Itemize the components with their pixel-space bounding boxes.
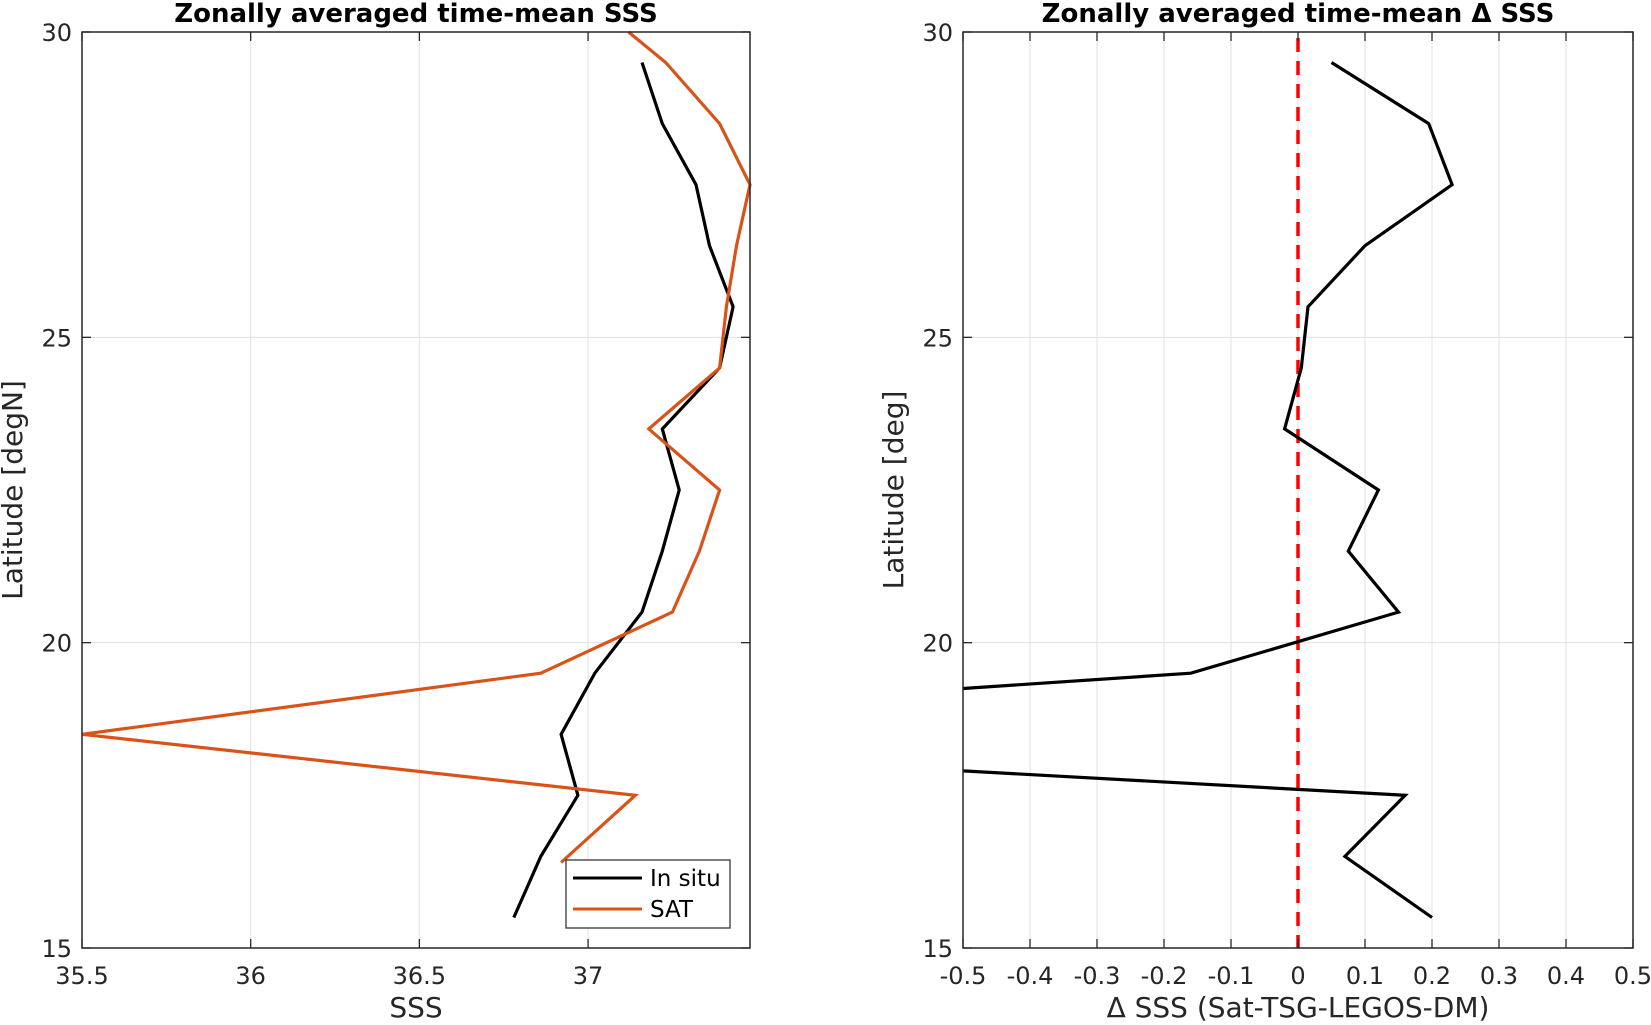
sss-ytick-label: 15 — [41, 935, 72, 963]
sss-plot-area — [82, 32, 750, 948]
sss-xtick-label: 36.5 — [393, 962, 446, 990]
sss-series-in-situ — [512, 61, 735, 919]
sss-title: Zonally averaged time-mean SSS — [174, 0, 658, 29]
delta-sss-ytick-label: 30 — [922, 19, 953, 47]
sss-ylabel: Latitude [degN] — [0, 380, 29, 600]
sss-panel: 35.5 36 36.5 37 15 20 25 30 Zonally averaged ti… — [0, 0, 752, 1024]
delta-sss-series-segment-2 — [962, 61, 1455, 691]
sss-series-sat — [81, 30, 752, 864]
sss-ytick-label: 20 — [41, 630, 72, 658]
sss-legend: In situ SAT — [565, 859, 731, 929]
sss-xlabel: SSS — [389, 991, 442, 1024]
delta-sss-series — [962, 61, 1455, 919]
delta-sss-ylabel: Latitude [deg] — [877, 391, 910, 590]
delta-sss-ytick-label: 20 — [922, 630, 953, 658]
delta-sss-ticks: -0.5 -0.4 -0.3 -0.2 -0.1 0 0.1 0.2 0.3 0.4 0.5 15 20… — [922, 19, 1651, 990]
sss-xtick-label: 37 — [573, 962, 604, 990]
sss-xtick-label: 35.5 — [55, 962, 108, 990]
delta-sss-xtick-label: 0.2 — [1413, 962, 1451, 990]
delta-sss-panel: -0.5 -0.4 -0.3 -0.2 -0.1 0 0.1 0.2 0.3 0.4 0.5 15 20… — [877, 0, 1651, 1024]
legend-sat-label: SAT — [650, 897, 694, 923]
delta-sss-xtick-label: -0.2 — [1141, 962, 1188, 990]
delta-sss-ytick-label: 25 — [922, 324, 953, 352]
sss-ytick-label: 30 — [41, 19, 72, 47]
delta-sss-xtick-label: -0.4 — [1007, 962, 1054, 990]
delta-sss-xtick-label: -0.5 — [940, 962, 987, 990]
delta-sss-xtick-label: 0.1 — [1346, 962, 1384, 990]
legend-in-situ-label: In situ — [650, 866, 721, 892]
delta-sss-xtick-label: 0 — [1290, 962, 1305, 990]
sss-ytick-label: 25 — [41, 324, 72, 352]
delta-sss-xtick-label: -0.1 — [1208, 962, 1255, 990]
legend-box — [565, 859, 731, 929]
sss-xtick-label: 36 — [235, 962, 266, 990]
delta-sss-xlabel: Δ SSS (Sat-TSG-LEGOS-DM) — [1107, 991, 1490, 1024]
delta-sss-series-segment-1 — [962, 769, 1433, 919]
sss-axes-box — [81, 31, 751, 949]
delta-sss-title: Zonally averaged time-mean Δ SSS — [1042, 0, 1555, 29]
sss-series — [81, 30, 752, 919]
delta-sss-ytick-label: 15 — [922, 935, 953, 963]
delta-sss-xtick-label: -0.3 — [1074, 962, 1121, 990]
delta-sss-xtick-label: 0.3 — [1480, 962, 1518, 990]
delta-sss-xtick-label: 0.5 — [1614, 962, 1651, 990]
delta-sss-xtick-label: 0.4 — [1547, 962, 1585, 990]
sss-ticks: 35.5 36 36.5 37 15 20 25 30 — [41, 19, 750, 990]
